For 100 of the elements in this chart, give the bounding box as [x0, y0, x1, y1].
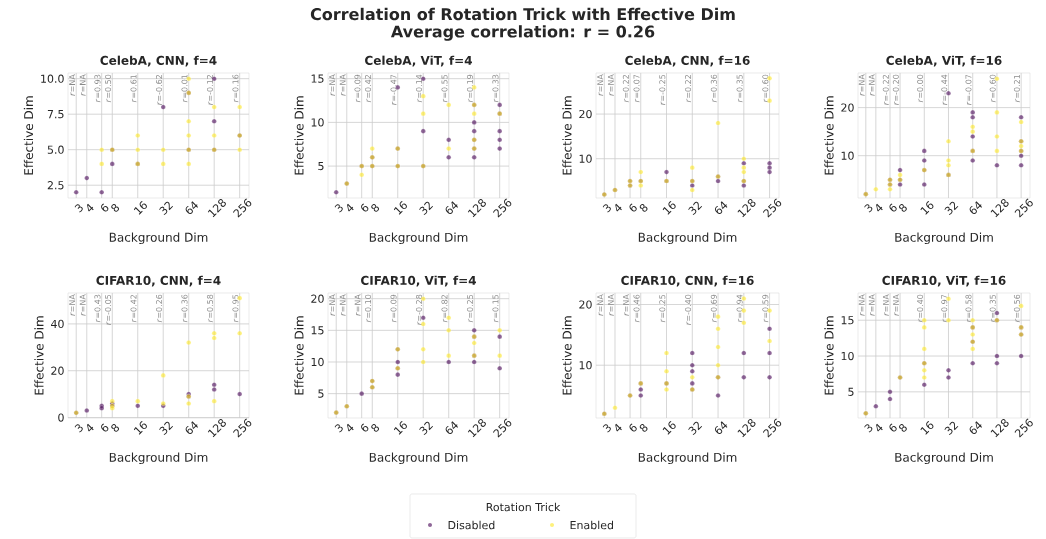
x-tick-label: 4	[876, 423, 883, 432]
annotation: r=0.21	[1013, 74, 1020, 103]
annotation: r=0.42	[365, 75, 372, 103]
annotation: r=NA	[858, 74, 865, 96]
y-axis-title: Effective Dim	[294, 96, 304, 175]
x-tick-label: 32	[944, 421, 959, 435]
x-tick-label: 6	[361, 203, 369, 212]
annotation: r=NA	[597, 74, 604, 96]
x-tick-label: 64	[714, 421, 728, 435]
annotation: r=NA	[69, 294, 76, 316]
annotation: r=0.82	[441, 295, 448, 323]
y-tick-label: 7.5	[47, 110, 64, 119]
annotation: r=0.35	[736, 74, 743, 103]
annotation: r=0.59	[762, 294, 769, 323]
x-tick-label: 3	[602, 424, 611, 433]
x-tick-label: 6	[889, 423, 897, 432]
y-tick-label: 20	[51, 366, 64, 375]
x-tick-label: 128	[467, 199, 486, 218]
annotation: r=-0.47	[390, 74, 397, 106]
x-tick-label: 128	[737, 419, 756, 438]
x-tick-label: 6	[629, 203, 637, 212]
x-tick-label: 6	[629, 423, 637, 432]
y-tick-label: 20	[579, 300, 592, 309]
annotation: r=NA	[868, 74, 875, 96]
annotation: r=0.55	[441, 74, 448, 103]
annotation: r=NA	[69, 74, 76, 96]
y-tick-label: 20	[579, 109, 592, 119]
x-tick-label: 6	[889, 203, 897, 212]
legend-label: Disabled	[448, 520, 495, 530]
annotation: r=0.93	[94, 74, 101, 103]
annotation: r=NA	[882, 294, 889, 316]
annotation: r=0.01	[181, 74, 188, 103]
annotation: r=0.43	[94, 294, 101, 323]
x-tick-label: 8	[899, 424, 907, 432]
annotation: r=0.14	[415, 74, 423, 103]
annotation: r=NA	[597, 294, 604, 316]
y-axis-title: Effective Dim	[562, 316, 572, 395]
x-tick-label: 128	[207, 419, 226, 438]
x-axis-title: Background Dim	[109, 452, 208, 465]
x-tick-label: 8	[111, 424, 120, 432]
x-tick-label: 64	[445, 201, 459, 215]
y-tick-label: 10	[579, 361, 592, 370]
x-tick-label: 16	[662, 201, 676, 215]
x-tick-label: 6	[101, 423, 109, 432]
x-tick-label: 16	[393, 421, 407, 435]
chart-title: CIFAR10, ViT, f=16	[882, 275, 1006, 287]
annotation: r=0.42	[130, 295, 137, 323]
annotation: r=-0.12	[206, 75, 213, 106]
annotation: r=0.09	[354, 74, 361, 103]
y-tick-label: 2.5	[47, 181, 64, 190]
annotation: r=-0.28	[415, 294, 423, 326]
x-tick-label: 6	[101, 203, 109, 212]
y-tick-label: 20	[311, 294, 324, 303]
x-tick-label: 16	[920, 421, 934, 435]
y-tick-label: 10	[311, 357, 324, 367]
annotation: r=0.94	[736, 294, 743, 323]
x-tick-label: 16	[133, 421, 147, 435]
annotation: r=0.25	[659, 294, 666, 323]
x-tick-label: 128	[207, 199, 226, 218]
annotation: r=NA	[623, 294, 629, 316]
y-tick-label: 5.0	[47, 145, 64, 154]
annotation: r=0.09	[390, 294, 397, 323]
annotation: r=-0.40	[685, 294, 692, 326]
x-tick-label: 32	[159, 201, 174, 215]
x-tick-label: 64	[969, 201, 983, 215]
annotation: r=0.58	[206, 294, 213, 323]
x-tick-label: 128	[990, 199, 1009, 218]
chart-title: CelebA, CNN, f=4	[100, 55, 217, 67]
x-tick-label: 64	[185, 421, 199, 435]
x-axis-title: Background Dim	[895, 452, 993, 465]
x-tick-label: 32	[944, 201, 959, 215]
annotation: r=0.16	[232, 74, 239, 103]
annotation: r=0.22	[622, 75, 629, 103]
x-tick-label: 3	[864, 204, 873, 213]
chart-title: CelebA, ViT, f=4	[365, 55, 472, 67]
x-tick-label: 4	[87, 203, 94, 212]
annotation: r=0.46	[633, 294, 640, 323]
annotation: r=0.07	[633, 74, 640, 103]
annotation: r=-0.20	[892, 74, 899, 106]
y-tick-label: 10.0	[41, 74, 64, 83]
annotation: r=NA	[893, 294, 899, 316]
x-axis-title: Background Dim	[638, 452, 737, 465]
x-tick-label: 3	[74, 424, 83, 433]
y-tick-label: 20	[841, 103, 854, 112]
annotation: r=NA	[339, 294, 346, 316]
y-axis-title: Effective Dim	[23, 96, 34, 175]
y-tick-label: 15	[311, 326, 324, 335]
x-tick-label: 4	[876, 203, 883, 212]
y-tick-label: 15	[311, 74, 324, 83]
annotation: r=0.61	[130, 74, 137, 103]
chart-title: CelebA, CNN, f=16	[625, 55, 750, 67]
annotation: r=NA	[354, 294, 361, 316]
annotation: r=0.33	[492, 74, 499, 103]
annotation: r=-0.07	[965, 74, 972, 106]
x-tick-label: 8	[371, 424, 380, 432]
annotation: r=NA	[339, 74, 346, 96]
x-tick-label: 64	[185, 201, 199, 215]
annotation: r=-0.05	[105, 294, 112, 326]
annotation: r=-0.62	[155, 75, 163, 106]
x-tick-label: 32	[159, 421, 174, 435]
